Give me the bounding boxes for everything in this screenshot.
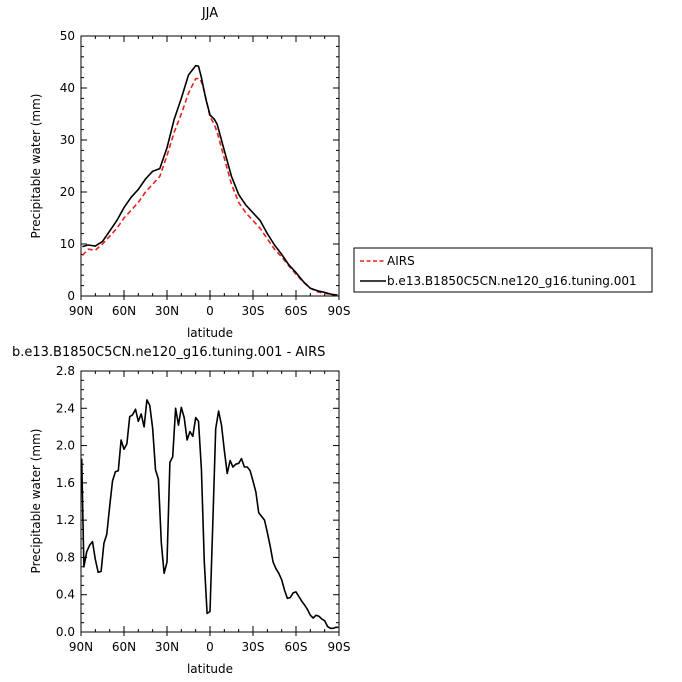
top-x-axis-label: latitude [187, 326, 233, 340]
x-tick-label: 90S [328, 304, 351, 318]
y-tick-label: 30 [60, 133, 75, 147]
y-tick-label: 50 [60, 29, 75, 43]
x-tick-label: 60N [112, 304, 136, 318]
model-series-line [82, 64, 338, 296]
y-tick-label: 0.0 [56, 625, 75, 639]
legend-model-label: b.e13.B1850C5CN.ne120_g16.tuning.001 [387, 274, 637, 288]
x-tick-label: 30S [242, 304, 265, 318]
top-y-axis: 0 10 20 30 40 50 [60, 29, 339, 303]
y-tick-label: 0.4 [56, 588, 75, 602]
bottom-series-group [80, 399, 339, 630]
top-y-axis-label: Precipitable water (mm) [29, 94, 43, 239]
y-tick-label: 40 [60, 81, 75, 95]
legend-box [353, 247, 653, 293]
bottom-x-axis: 90N 60N 30N 0 30S 60S 90S [69, 371, 351, 654]
y-tick-label: 10 [60, 237, 75, 251]
y-tick-label: 1.6 [56, 476, 75, 490]
top-chart-title: JJA [201, 6, 218, 21]
top-panel: JJA 0 10 20 30 40 50 90N 60N 30N 0 30S 60S 90S lati… [29, 6, 350, 340]
x-tick-label: 30N [155, 640, 179, 654]
x-tick-label: 0 [206, 304, 214, 318]
top-x-axis: 90N 60N 30N 0 30S 60S 90S [69, 36, 351, 318]
y-tick-label: 1.2 [56, 513, 75, 527]
difference-series-line [80, 399, 339, 630]
y-tick-label: 0 [67, 289, 75, 303]
x-tick-label: 60S [285, 304, 308, 318]
top-series-group [81, 64, 338, 297]
y-tick-label: 2.0 [56, 439, 75, 453]
x-tick-label: 90S [328, 640, 351, 654]
x-tick-label: 0 [206, 640, 214, 654]
x-tick-label: 90N [69, 304, 93, 318]
y-tick-label: 2.8 [56, 364, 75, 378]
bottom-y-axis-label: Precipitable water (mm) [29, 429, 43, 574]
x-tick-label: 60S [285, 640, 308, 654]
bottom-panel: b.e13.B1850C5CN.ne120_g16.tuning.001 - A… [12, 345, 350, 676]
top-plot-frame [80, 35, 340, 297]
airs-series-line [81, 77, 338, 297]
x-tick-label: 60N [112, 640, 136, 654]
y-tick-label: 0.8 [56, 550, 75, 564]
x-tick-label: 90N [69, 640, 93, 654]
x-tick-label: 30S [242, 640, 265, 654]
y-tick-label: 20 [60, 185, 75, 199]
legend: AIRS b.e13.B1850C5CN.ne120_g16.tuning.00… [353, 247, 653, 293]
legend-airs-label: AIRS [387, 254, 415, 268]
bottom-y-axis: 0.0 0.4 0.8 1.2 1.6 2.0 2.4 2.8 [56, 364, 339, 639]
y-tick-label: 2.4 [56, 401, 75, 415]
bottom-x-axis-label: latitude [187, 662, 233, 676]
x-tick-label: 30N [155, 304, 179, 318]
bottom-chart-title: b.e13.B1850C5CN.ne120_g16.tuning.001 - A… [12, 345, 325, 360]
